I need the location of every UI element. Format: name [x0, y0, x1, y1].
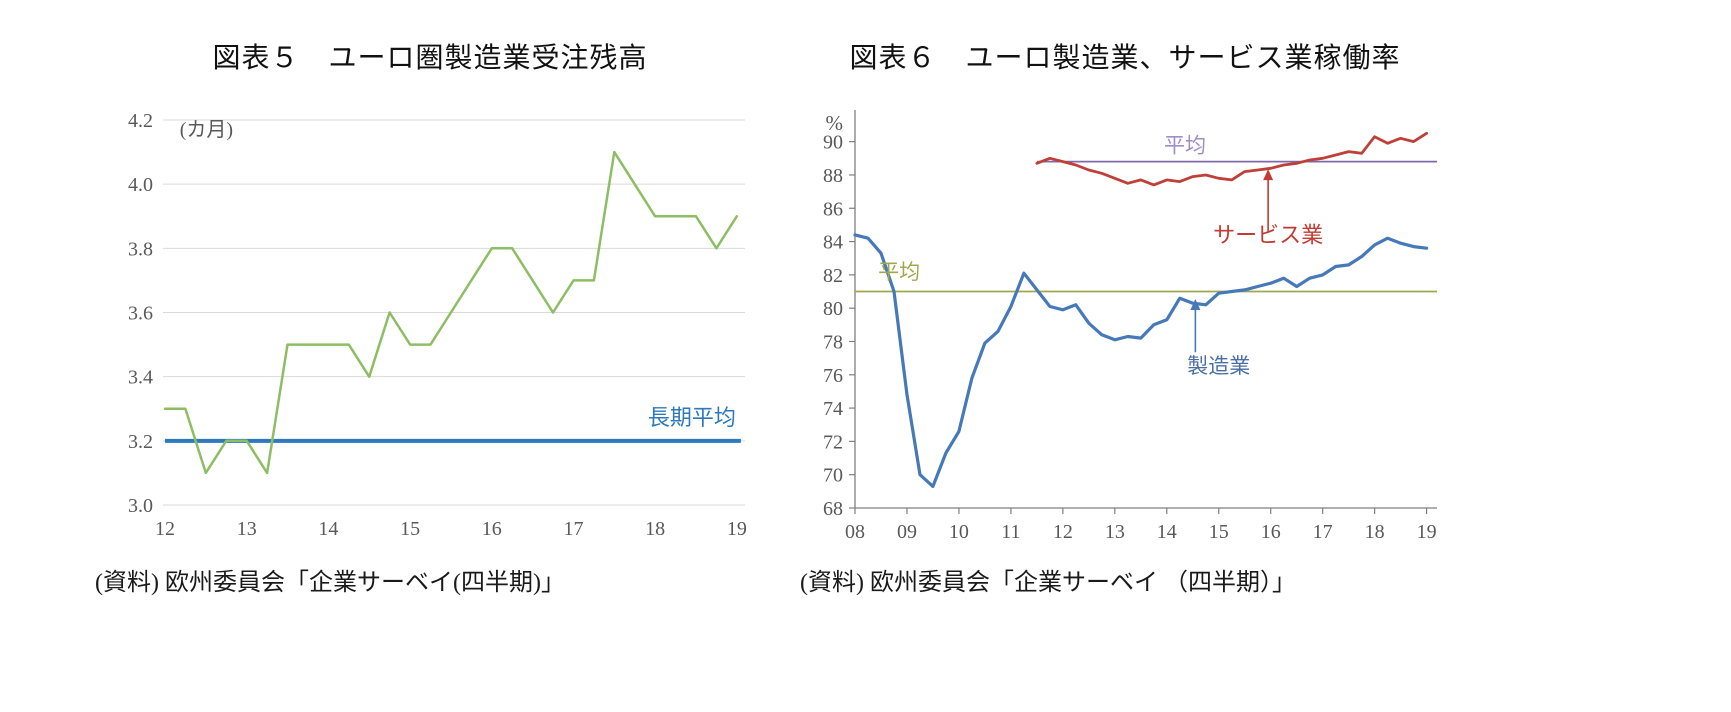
x-tick-label: 14 — [1157, 521, 1177, 543]
chart-annotation: 長期平均 — [648, 405, 736, 430]
x-tick-label: 08 — [845, 521, 865, 543]
x-tick-label: 14 — [318, 518, 338, 540]
chart-annotation: % — [826, 111, 844, 135]
y-tick-label: 4.2 — [128, 110, 153, 132]
x-tick-label: 16 — [1261, 521, 1281, 543]
y-tick-label: 88 — [823, 165, 843, 187]
y-tick-label: 80 — [823, 298, 843, 320]
y-tick-label: 68 — [823, 498, 843, 520]
y-tick-label: 76 — [823, 365, 843, 387]
chart-annotation: 製造業 — [1187, 354, 1250, 378]
source-note-order-backlog: (資料) 欧州委員会「企業サーベイ(四半期)」 — [95, 570, 565, 596]
x-tick-label: 19 — [727, 518, 747, 540]
y-tick-label: 90 — [823, 132, 843, 154]
x-tick-label: 12 — [1053, 521, 1073, 543]
series-line — [853, 233, 1429, 488]
x-tick-label: 13 — [1105, 521, 1125, 543]
y-tick-label: 3.6 — [128, 303, 153, 325]
y-tick-label: 3.0 — [128, 495, 153, 517]
y-tick-label: 86 — [823, 198, 843, 220]
y-tick-label: 3.8 — [128, 238, 153, 260]
y-tick-label: 74 — [823, 398, 843, 420]
x-tick-label: 10 — [949, 521, 969, 543]
series-line — [1035, 131, 1428, 187]
x-tick-label: 16 — [482, 518, 502, 540]
y-tick-label: 3.2 — [128, 431, 153, 453]
chart-annotation: (カ月) — [180, 119, 233, 141]
x-tick-label: 17 — [1313, 521, 1333, 543]
y-tick-label: 3.4 — [128, 367, 153, 389]
source-note-capacity-utilization: (資料) 欧州委員会「企業サーベイ （四半期）」 — [800, 570, 1296, 596]
chart-title-order-backlog: 図表５ ユーロ圏製造業受注残高 — [212, 43, 648, 74]
x-tick-label: 12 — [155, 518, 175, 540]
x-tick-label: 19 — [1417, 521, 1437, 543]
y-tick-label: 72 — [823, 431, 843, 453]
series-line — [163, 150, 739, 475]
x-tick-label: 15 — [400, 518, 420, 540]
x-tick-label: 11 — [1001, 521, 1020, 543]
y-tick-label: 78 — [823, 331, 843, 353]
x-tick-label: 18 — [645, 518, 665, 540]
chart-annotation: サービス業 — [1213, 222, 1323, 247]
x-tick-label: 15 — [1209, 521, 1229, 543]
y-tick-label: 82 — [823, 265, 843, 287]
x-tick-label: 13 — [237, 518, 257, 540]
y-tick-label: 84 — [823, 232, 843, 254]
y-tick-label: 4.0 — [128, 174, 153, 196]
order-backlog-chart: (カ月) 長期平均 3.0 3.2 3.4 3.6 3.8 4.0 4.2 12 13 14 15 16 1… — [128, 110, 747, 540]
x-tick-label: 18 — [1365, 521, 1385, 543]
x-tick-label: 09 — [897, 521, 917, 543]
y-tick-label: 70 — [823, 465, 843, 487]
chart-annotation: 平均 — [878, 260, 920, 284]
chart-title-capacity-utilization: 図表６ ユーロ製造業、サービス業稼働率 — [849, 43, 1401, 74]
chart-annotation: 平均 — [1164, 133, 1206, 157]
x-tick-label: 17 — [563, 518, 583, 540]
